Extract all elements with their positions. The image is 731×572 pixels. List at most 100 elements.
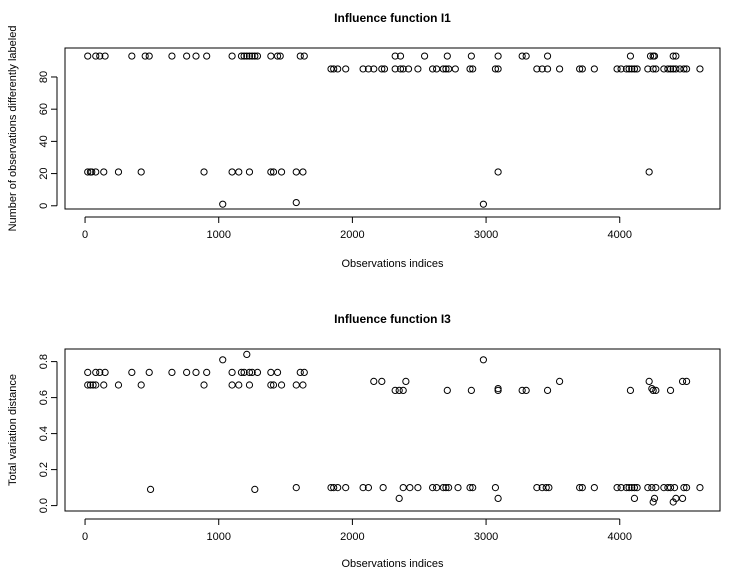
data-point [672,65,680,73]
data-point [342,484,350,492]
data-point [101,368,109,376]
data-point [522,52,530,60]
data-point [429,65,437,73]
y-tick-label: 80 [38,71,50,83]
data-point [630,65,639,73]
data-point [414,65,422,73]
data-point [590,65,598,73]
data-point [292,198,300,207]
data-point [533,484,541,492]
data-point [267,168,275,176]
data-point [613,484,621,492]
data-point [100,381,108,389]
data-point [228,168,236,176]
data-point [622,65,631,73]
y-axis-label: Total variation distance [7,374,19,486]
data-point [652,65,660,73]
data-point [678,494,687,502]
data-point [682,65,691,73]
data-point [672,52,680,60]
data-point [680,484,688,492]
data-point [518,52,526,60]
data-point [378,377,386,385]
data-point [578,65,586,73]
y-tick-label: 0.8 [38,354,50,369]
data-point [454,484,462,492]
data-point [626,52,635,60]
data-point [542,484,550,492]
data-point [243,350,251,358]
data-point [296,368,304,376]
data-point [451,65,459,73]
y-tick-label: 0.2 [38,462,50,477]
data-point [300,368,308,376]
chart-panel-2: Influence function I3 0 1000 2000 3000 4000 Ob… [7,312,721,570]
chart-title: Influence function I1 [334,11,451,25]
data-point [578,484,586,492]
x-tick-label: 3000 [474,531,498,543]
x-tick-label: 0 [82,531,88,543]
data-point [433,65,441,73]
data-point [628,65,636,73]
data-point [248,52,256,60]
data-point [228,368,236,376]
data-point [299,381,307,389]
plot-frame [64,47,721,210]
data-point [626,386,635,394]
data-point [334,484,342,492]
data-point [269,381,278,389]
data-point [200,381,208,389]
data-point [299,168,307,176]
data-point [650,494,659,502]
data-point [89,381,97,389]
data-point [84,168,92,176]
data-point [399,484,407,492]
data-point [101,52,109,60]
data-point [538,65,546,73]
data-point [522,386,530,394]
data-point [96,52,104,60]
data-point [395,494,403,502]
data-point [467,386,475,394]
plot-frame [64,348,721,512]
y-tick-label: 40 [38,135,50,147]
data-point [617,65,625,73]
data-point [192,368,200,376]
data-point [429,484,437,492]
data-point [237,52,246,60]
data-point [364,484,373,492]
data-point [370,377,378,385]
data-point [491,484,500,492]
data-point [114,381,123,389]
x-tick-label: 4000 [608,229,632,241]
data-point [590,484,598,492]
data-point [633,65,641,73]
data-point [414,484,422,492]
data-point [543,386,552,394]
data-point [696,484,704,492]
data-point [395,386,403,394]
data-point [469,65,477,73]
data-point [300,52,308,60]
data-point [479,356,487,364]
data-point [650,52,659,60]
data-point [267,381,275,389]
data-point [630,494,639,502]
data-point [625,484,633,492]
data-point [245,52,254,60]
data-point [253,52,262,60]
y-tick-label: 0 [38,203,50,209]
data-point [391,52,399,60]
data-point [391,386,399,394]
data-point [652,484,660,492]
data-point [443,386,451,394]
data-point [292,381,300,389]
data-point [420,52,429,60]
chart-panel-1: Influence function I1 0 1000 2000 3000 4000 Ob… [7,11,721,270]
data-point [622,484,631,492]
data-point [137,168,145,176]
data-point [646,52,655,60]
data-point [267,52,275,60]
data-point [92,52,100,60]
data-point [296,52,304,60]
